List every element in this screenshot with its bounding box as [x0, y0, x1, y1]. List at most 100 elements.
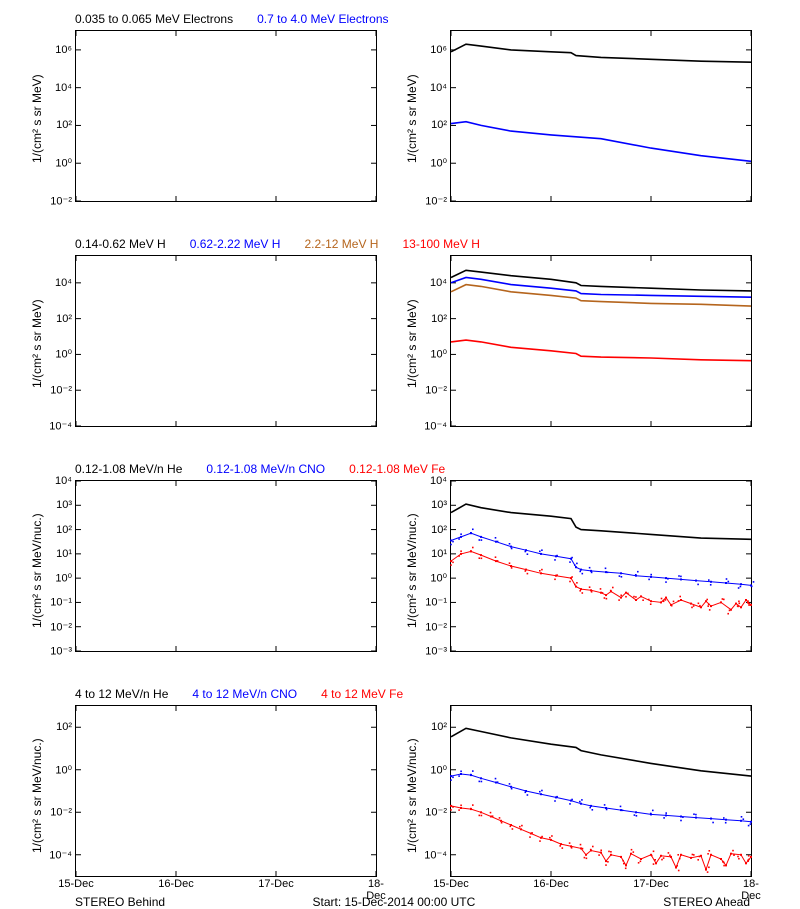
row-title-group: 0.14-0.62 MeV H 0.62-2.22 MeV H 2.2-12 MeV…: [75, 237, 504, 251]
series-line: [451, 278, 751, 298]
series-line: [451, 728, 751, 776]
series-title: 4 to 12 MeV/n He: [75, 687, 168, 701]
x-tick-label: 15-Dec: [433, 876, 468, 890]
y-axis-label: 1/(cm² s sr MeV/nuc.): [30, 513, 44, 628]
y-tick-label: 10⁻²: [50, 620, 76, 633]
y-tick-label: 10⁻²: [50, 195, 76, 208]
series-line: [451, 504, 751, 539]
series-title: 0.7 to 4.0 MeV Electrons: [257, 12, 388, 26]
y-tick-label: 10⁻²: [50, 384, 76, 397]
y-tick-label: 10⁻³: [425, 645, 451, 658]
y-tick-label: 10³: [56, 499, 76, 511]
series-line: [451, 340, 751, 361]
series-title: 0.14-0.62 MeV H: [75, 237, 166, 251]
y-tick-label: 10⁻³: [50, 645, 76, 658]
y-tick-label: 10⁴: [430, 277, 451, 289]
y-tick-label: 10²: [56, 721, 76, 733]
y-axis-label: 1/(cm² s sr MeV/nuc.): [405, 513, 419, 628]
y-tick-label: 10⁰: [55, 572, 76, 585]
plot-svg: [76, 706, 376, 876]
y-tick-label: 10²: [56, 119, 76, 131]
series-title: 4 to 12 MeV Fe: [321, 687, 403, 701]
y-tick-label: 10⁰: [55, 348, 76, 361]
series-line: [451, 122, 751, 162]
y-tick-label: 10⁻²: [50, 806, 76, 819]
panel-ahead: 10⁻³10⁻²10⁻¹10⁰10¹10²10³10⁴: [450, 480, 752, 652]
panel-ahead: 10⁻²10⁰10²10⁴10⁶: [450, 30, 752, 202]
series-title: 0.035 to 0.065 MeV Electrons: [75, 12, 233, 26]
plot-svg: [76, 481, 376, 651]
series-title: 0.12-1.08 MeV/n CNO: [206, 462, 325, 476]
row-title-group: 0.035 to 0.065 MeV Electrons 0.7 to 4.0 M…: [75, 12, 413, 26]
y-tick-label: 10⁶: [55, 44, 76, 56]
y-tick-label: 10⁰: [55, 763, 76, 776]
y-tick-label: 10⁻¹: [425, 596, 451, 609]
panel-ahead: 10⁻⁴10⁻²10⁰10²10⁴: [450, 255, 752, 427]
plot-svg: [451, 481, 751, 651]
plot-svg: [76, 31, 376, 201]
y-tick-label: 10⁶: [430, 44, 451, 56]
y-tick-label: 10⁴: [430, 475, 451, 487]
y-tick-label: 10⁻⁴: [49, 420, 76, 433]
y-axis-label: 1/(cm² s sr MeV/nuc.): [405, 738, 419, 853]
figure: 0.035 to 0.065 MeV Electrons 0.7 to 4.0 M…: [0, 0, 800, 900]
y-tick-label: 10⁴: [55, 82, 76, 94]
series-title: 0.12-1.08 MeV/n He: [75, 462, 182, 476]
y-tick-label: 10⁴: [55, 277, 76, 289]
row-title-group: 0.12-1.08 MeV/n He 0.12-1.08 MeV/n CNO 0.1…: [75, 462, 469, 476]
x-tick-label: 16-Dec: [533, 876, 568, 890]
x-tick-label: 17-Dec: [633, 876, 668, 890]
plot-svg: [451, 706, 751, 876]
y-tick-label: 10⁰: [55, 157, 76, 170]
plot-svg: [76, 256, 376, 426]
y-tick-label: 10⁻⁴: [424, 420, 451, 433]
y-tick-label: 10²: [431, 313, 451, 325]
y-axis-label: 1/(cm² s sr MeV/nuc.): [30, 738, 44, 853]
series-line: [451, 44, 751, 62]
y-tick-label: 10⁻²: [425, 384, 451, 397]
y-tick-label: 10²: [56, 524, 76, 536]
series-title: 2.2-12 MeV H: [304, 237, 378, 251]
series-line: [451, 285, 751, 307]
y-tick-label: 10⁻⁴: [424, 848, 451, 861]
x-tick-label: 17-Dec: [258, 876, 293, 890]
y-tick-label: 10⁻²: [425, 806, 451, 819]
y-tick-label: 10²: [431, 524, 451, 536]
y-tick-label: 10⁴: [55, 475, 76, 487]
y-tick-label: 10⁰: [430, 348, 451, 361]
y-axis-label: 1/(cm² s sr MeV): [30, 299, 44, 388]
y-tick-label: 10⁻⁴: [49, 848, 76, 861]
y-tick-label: 10⁰: [430, 763, 451, 776]
y-tick-label: 10⁻²: [425, 195, 451, 208]
panel-behind: 10⁻⁴10⁻²10⁰10²10⁴: [75, 255, 377, 427]
row-title-group: 4 to 12 MeV/n He 4 to 12 MeV/n CNO 4 to 12…: [75, 687, 427, 701]
bottom-label-left: STEREO Behind: [75, 895, 165, 909]
x-tick-label: 16-Dec: [158, 876, 193, 890]
panel-behind: 10⁻⁴10⁻²10⁰10²15-Dec16-Dec17-Dec18-Dec: [75, 705, 377, 877]
y-tick-label: 10²: [431, 119, 451, 131]
panel-behind: 10⁻²10⁰10²10⁴10⁶: [75, 30, 377, 202]
y-tick-label: 10⁻¹: [50, 596, 76, 609]
plot-svg: [451, 256, 751, 426]
y-tick-label: 10¹: [431, 548, 451, 560]
bottom-label-center: Start: 15-Dec-2014 00:00 UTC: [313, 895, 476, 909]
y-tick-label: 10⁰: [430, 572, 451, 585]
y-tick-label: 10¹: [56, 548, 76, 560]
y-tick-label: 10⁰: [430, 157, 451, 170]
y-tick-label: 10²: [431, 721, 451, 733]
y-axis-label: 1/(cm² s sr MeV): [405, 299, 419, 388]
y-tick-label: 10³: [431, 499, 451, 511]
panel-behind: 10⁻³10⁻²10⁻¹10⁰10¹10²10³10⁴: [75, 480, 377, 652]
series-title: 4 to 12 MeV/n CNO: [192, 687, 297, 701]
y-axis-label: 1/(cm² s sr MeV): [405, 74, 419, 163]
panel-ahead: 10⁻⁴10⁻²10⁰10²15-Dec16-Dec17-Dec18-Dec: [450, 705, 752, 877]
series-line: [451, 270, 751, 291]
series-title: 0.12-1.08 MeV Fe: [349, 462, 445, 476]
plot-svg: [451, 31, 751, 201]
y-axis-label: 1/(cm² s sr MeV): [30, 74, 44, 163]
y-tick-label: 10⁴: [430, 82, 451, 94]
y-tick-label: 10²: [56, 313, 76, 325]
series-title: 13-100 MeV H: [402, 237, 479, 251]
x-tick-label: 15-Dec: [58, 876, 93, 890]
series-title: 0.62-2.22 MeV H: [190, 237, 281, 251]
